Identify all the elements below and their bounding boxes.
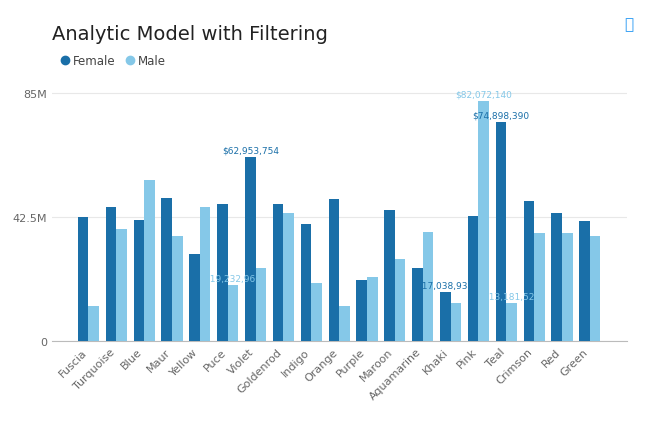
Bar — [468, 216, 479, 342]
Bar — [384, 210, 395, 342]
Bar — [116, 229, 127, 342]
Text: $74,898,390: $74,898,390 — [472, 112, 530, 120]
Bar — [422, 232, 433, 342]
Bar — [579, 222, 590, 342]
Bar — [506, 303, 517, 342]
Text: $62,953,754: $62,953,754 — [222, 146, 279, 155]
Bar — [217, 205, 227, 342]
Bar — [284, 213, 294, 342]
Bar — [367, 277, 378, 342]
Bar — [590, 237, 601, 342]
Bar — [134, 220, 144, 342]
Bar — [89, 307, 99, 342]
Bar — [329, 200, 339, 342]
Bar — [172, 237, 183, 342]
Bar — [552, 213, 562, 342]
Bar — [451, 303, 461, 342]
Bar — [339, 307, 349, 342]
Bar — [200, 207, 211, 342]
Bar — [311, 283, 322, 342]
Bar — [562, 233, 572, 342]
Bar — [144, 181, 154, 342]
Bar — [300, 225, 311, 342]
Text: $17,038,934: $17,038,934 — [417, 281, 474, 290]
Bar — [357, 280, 367, 342]
Bar — [440, 292, 451, 342]
Bar — [227, 286, 238, 342]
Text: $19,232,960: $19,232,960 — [205, 274, 262, 283]
Text: ⌕: ⌕ — [624, 18, 633, 32]
Bar — [495, 123, 506, 342]
Text: $13,181,521: $13,181,521 — [483, 292, 540, 301]
Bar — [412, 268, 422, 342]
Bar — [162, 198, 172, 342]
Bar — [106, 207, 116, 342]
Bar — [256, 268, 266, 342]
Bar — [395, 260, 406, 342]
Bar — [479, 102, 489, 342]
Bar — [245, 158, 256, 342]
Bar — [524, 201, 534, 342]
Text: Analytic Model with Filtering: Analytic Model with Filtering — [52, 25, 328, 44]
Bar — [273, 205, 284, 342]
Legend: Female, Male: Female, Male — [57, 50, 171, 73]
Text: $82,072,140: $82,072,140 — [455, 91, 512, 100]
Bar — [189, 254, 200, 342]
Bar — [78, 218, 89, 342]
Bar — [534, 233, 545, 342]
